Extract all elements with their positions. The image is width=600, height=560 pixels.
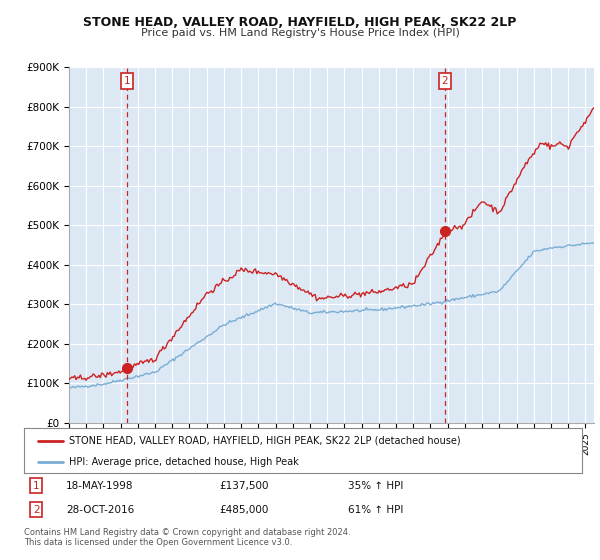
Text: £485,000: £485,000 (220, 505, 269, 515)
Text: STONE HEAD, VALLEY ROAD, HAYFIELD, HIGH PEAK, SK22 2LP: STONE HEAD, VALLEY ROAD, HAYFIELD, HIGH … (83, 16, 517, 29)
Text: 1: 1 (33, 481, 40, 491)
Text: 1: 1 (124, 76, 130, 86)
Text: 2: 2 (33, 505, 40, 515)
Text: 28-OCT-2016: 28-OCT-2016 (66, 505, 134, 515)
Text: STONE HEAD, VALLEY ROAD, HAYFIELD, HIGH PEAK, SK22 2LP (detached house): STONE HEAD, VALLEY ROAD, HAYFIELD, HIGH … (68, 436, 460, 446)
Text: HPI: Average price, detached house, High Peak: HPI: Average price, detached house, High… (68, 457, 298, 467)
Text: £137,500: £137,500 (220, 481, 269, 491)
Text: 2: 2 (442, 76, 448, 86)
Text: 61% ↑ HPI: 61% ↑ HPI (347, 505, 403, 515)
Text: Price paid vs. HM Land Registry's House Price Index (HPI): Price paid vs. HM Land Registry's House … (140, 28, 460, 38)
Text: 18-MAY-1998: 18-MAY-1998 (66, 481, 133, 491)
Text: Contains HM Land Registry data © Crown copyright and database right 2024.
This d: Contains HM Land Registry data © Crown c… (24, 528, 350, 547)
Text: 35% ↑ HPI: 35% ↑ HPI (347, 481, 403, 491)
